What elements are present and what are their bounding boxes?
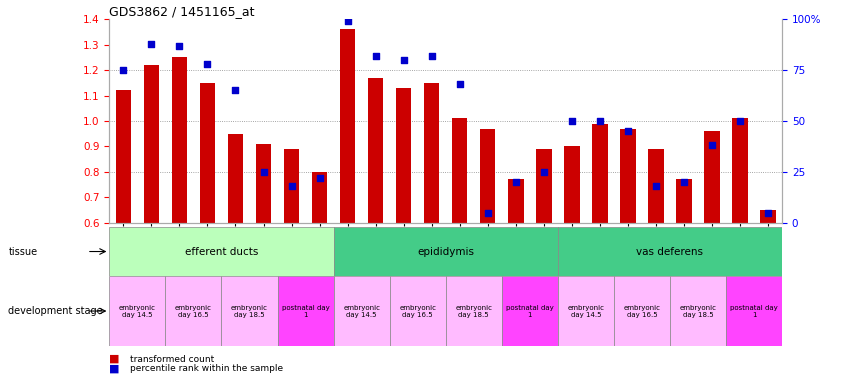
Bar xyxy=(199,83,215,223)
Text: postnatal day
1: postnatal day 1 xyxy=(282,305,330,318)
Text: embryonic
day 18.5: embryonic day 18.5 xyxy=(231,305,268,318)
Bar xyxy=(396,88,411,223)
Bar xyxy=(424,83,439,223)
Bar xyxy=(620,129,636,223)
Text: embryonic
day 16.5: embryonic day 16.5 xyxy=(175,305,212,318)
Text: efferent ducts: efferent ducts xyxy=(185,247,258,257)
Text: ■: ■ xyxy=(109,354,119,364)
Point xyxy=(229,88,242,94)
Text: embryonic
day 16.5: embryonic day 16.5 xyxy=(623,305,660,318)
Text: postnatal day
1: postnatal day 1 xyxy=(730,305,778,318)
Point xyxy=(453,81,467,88)
Point xyxy=(621,128,635,134)
Bar xyxy=(312,172,327,223)
Bar xyxy=(676,179,691,223)
Point xyxy=(706,142,719,149)
Bar xyxy=(368,78,383,223)
Point xyxy=(425,53,438,59)
Bar xyxy=(334,276,389,346)
Bar xyxy=(334,227,558,276)
Bar xyxy=(558,276,614,346)
Text: postnatal day
1: postnatal day 1 xyxy=(506,305,553,318)
Bar xyxy=(648,149,664,223)
Bar xyxy=(340,30,355,223)
Point xyxy=(677,179,690,185)
Text: GDS3862 / 1451165_at: GDS3862 / 1451165_at xyxy=(109,5,255,18)
Text: embryonic
day 16.5: embryonic day 16.5 xyxy=(399,305,436,318)
Bar xyxy=(564,146,579,223)
Bar xyxy=(670,276,726,346)
Point xyxy=(537,169,551,175)
Point xyxy=(257,169,270,175)
Point xyxy=(649,183,663,189)
Point xyxy=(565,118,579,124)
Text: embryonic
day 18.5: embryonic day 18.5 xyxy=(455,305,492,318)
Bar xyxy=(172,57,187,223)
Point xyxy=(733,118,747,124)
Bar xyxy=(592,124,607,223)
Bar xyxy=(452,118,468,223)
Bar xyxy=(109,227,334,276)
Bar xyxy=(760,210,775,223)
Bar xyxy=(389,276,446,346)
Text: embryonic
day 14.5: embryonic day 14.5 xyxy=(119,305,156,318)
Bar xyxy=(704,131,720,223)
Bar xyxy=(283,149,299,223)
Bar xyxy=(221,276,278,346)
Bar xyxy=(446,276,502,346)
Bar xyxy=(726,276,782,346)
Point xyxy=(285,183,299,189)
Bar xyxy=(109,276,166,346)
Point xyxy=(397,57,410,63)
Bar xyxy=(558,227,782,276)
Bar xyxy=(278,276,334,346)
Text: embryonic
day 14.5: embryonic day 14.5 xyxy=(568,305,605,318)
Bar xyxy=(502,276,558,346)
Text: embryonic
day 18.5: embryonic day 18.5 xyxy=(680,305,717,318)
Point xyxy=(117,67,130,73)
Text: percentile rank within the sample: percentile rank within the sample xyxy=(130,364,283,373)
Text: transformed count: transformed count xyxy=(130,354,214,364)
Text: epididymis: epididymis xyxy=(417,247,474,257)
Point xyxy=(172,43,186,49)
Point xyxy=(341,18,354,24)
Text: embryonic
day 14.5: embryonic day 14.5 xyxy=(343,305,380,318)
Bar xyxy=(144,65,159,223)
Point xyxy=(761,210,775,216)
Point xyxy=(145,41,158,47)
Bar xyxy=(166,276,221,346)
Bar xyxy=(508,179,523,223)
Text: ■: ■ xyxy=(109,364,119,374)
Point xyxy=(313,175,326,181)
Point xyxy=(481,210,495,216)
Point xyxy=(593,118,606,124)
Bar xyxy=(228,134,243,223)
Text: tissue: tissue xyxy=(8,247,38,257)
Bar xyxy=(115,91,131,223)
Point xyxy=(369,53,383,59)
Text: vas deferens: vas deferens xyxy=(637,247,704,257)
Point xyxy=(509,179,522,185)
Bar xyxy=(480,129,495,223)
Bar xyxy=(256,144,271,223)
Text: development stage: development stage xyxy=(8,306,103,316)
Bar xyxy=(536,149,552,223)
Point xyxy=(201,61,214,67)
Bar xyxy=(733,118,748,223)
Bar xyxy=(614,276,670,346)
